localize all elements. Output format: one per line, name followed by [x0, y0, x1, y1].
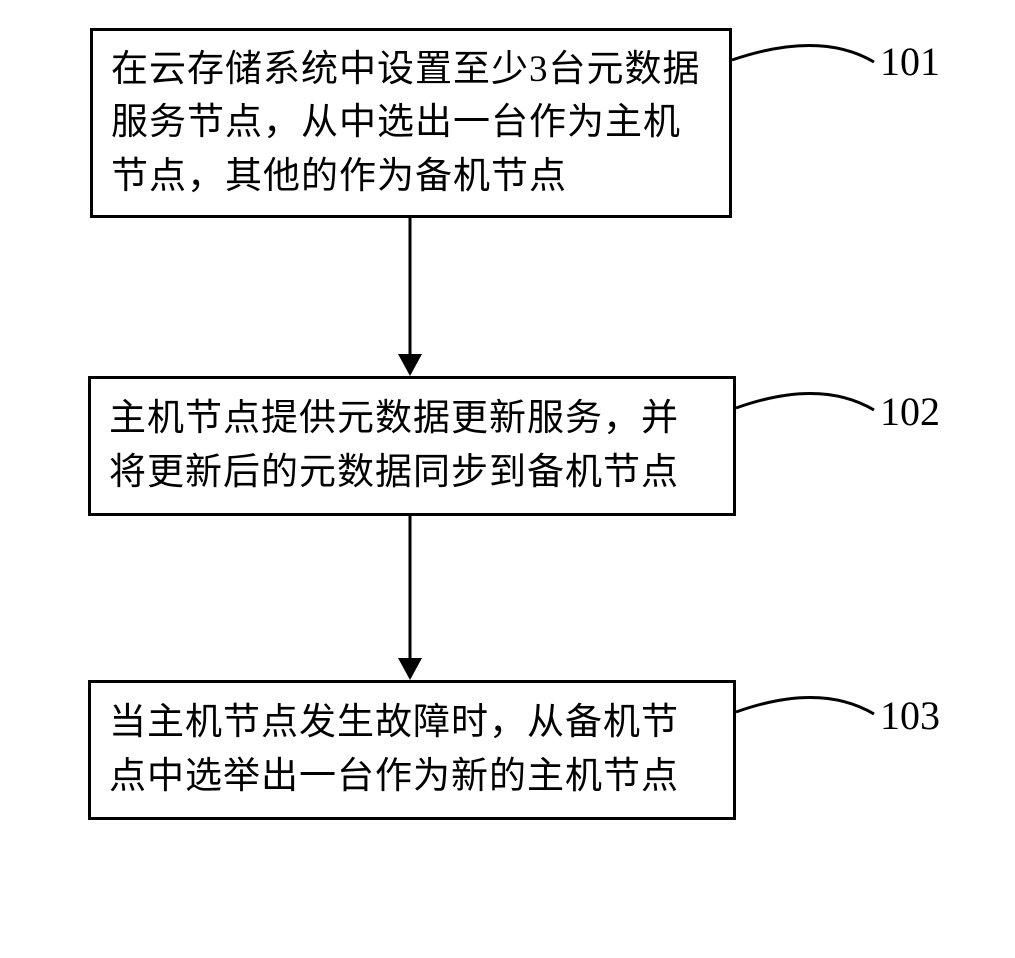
- flowchart-container: 在云存储系统中设置至少3台元数据服务节点，从中选出一台作为主机节点，其他的作为备…: [0, 0, 1015, 958]
- connector-path-3: [736, 697, 874, 714]
- node-label-3: 103: [880, 692, 940, 739]
- connector-curve-3: [0, 0, 1015, 958]
